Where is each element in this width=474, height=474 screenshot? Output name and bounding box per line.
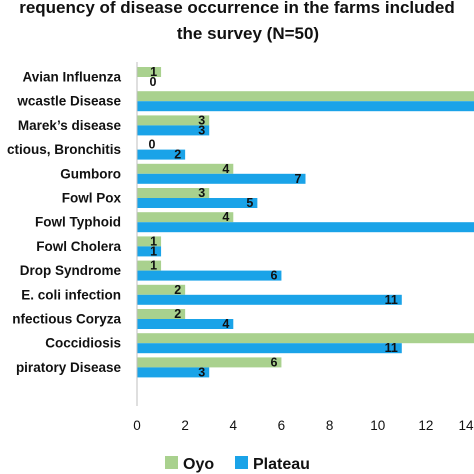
category-label: wcastle Disease (16, 94, 121, 109)
data-label-oyo: 4 (222, 210, 229, 224)
category-label: Avian Influenza (22, 70, 121, 85)
data-label-oyo: 3 (198, 186, 205, 200)
chart-title-line-1: requency of disease occurrence in the fa… (19, 0, 455, 17)
data-label-plateau: 11 (385, 341, 398, 355)
category-label: piratory Disease (16, 360, 122, 375)
data-label-oyo: 3 (198, 113, 205, 127)
bar-oyo (137, 212, 234, 223)
bar-plateau (137, 270, 282, 281)
legend-swatch-oyo (165, 456, 178, 469)
data-label-oyo: 2 (174, 283, 181, 297)
bar-plateau (137, 198, 258, 208)
x-tick-label: 2 (181, 418, 189, 433)
bar-oyo (137, 309, 186, 319)
bar-oyo (137, 163, 234, 174)
x-tick-label: 10 (370, 418, 385, 433)
bar-plateau (137, 125, 210, 136)
x-tick-label: 8 (326, 418, 334, 433)
bar-plateau (137, 294, 402, 305)
category-label: Fowl Pox (62, 191, 122, 206)
data-label-plateau: 0 (150, 75, 157, 89)
data-label-plateau: 5 (246, 196, 253, 210)
bar-oyo (137, 236, 162, 247)
data-label-plateau: 7 (295, 172, 302, 186)
bar-plateau (137, 173, 306, 184)
category-label: ctious, Bronchitis (7, 142, 121, 157)
data-label-oyo: 1 (150, 259, 157, 273)
x-tick-label: 4 (230, 418, 238, 433)
category-label: Fowl Cholera (36, 239, 121, 254)
data-label-plateau: 6 (270, 269, 277, 283)
category-label: Gumboro (60, 166, 121, 181)
bar-plateau (137, 101, 474, 112)
bar-plateau (137, 149, 186, 160)
legend: Oyo Plateau (165, 456, 310, 473)
data-label-oyo: 4 (222, 162, 229, 176)
data-label-oyo: 1 (150, 65, 157, 79)
bar-oyo (137, 284, 186, 295)
data-label-plateau: 11 (385, 293, 398, 307)
bar-oyo (137, 91, 474, 102)
bar-oyo (137, 188, 210, 198)
bar-oyo (137, 357, 282, 368)
data-label-plateau: 2 (174, 148, 181, 162)
bar-plateau (137, 319, 234, 329)
data-label-oyo: 1 (150, 234, 157, 248)
x-tick-label: 6 (278, 418, 286, 433)
category-label: Marek’s disease (18, 118, 122, 133)
data-label-plateau: 4 (222, 317, 229, 331)
category-label: nfectious Coryza (12, 312, 121, 327)
category-label: Coccidiosis (45, 336, 121, 351)
bar-plateau (137, 246, 162, 257)
x-tick-label: 14 (458, 418, 474, 433)
data-label-oyo: 6 (270, 355, 277, 369)
data-label-oyo: 2 (174, 307, 181, 321)
bar-oyo (137, 67, 162, 77)
bar-plateau (137, 367, 210, 378)
x-tick-label: 0 (133, 418, 141, 433)
data-label-plateau: 1 (150, 244, 157, 258)
legend-swatch-plateau (235, 456, 248, 469)
category-label: Fowl Typhoid (35, 215, 121, 230)
category-label: E. coli infection (21, 287, 121, 302)
bar-plateau (137, 343, 402, 354)
chart-title-line-2: the survey (N=50) (177, 24, 319, 43)
data-label-oyo: 0 (149, 138, 156, 152)
bar-plateau (137, 222, 474, 233)
legend-label-oyo: Oyo (183, 456, 214, 473)
data-label-plateau: 3 (198, 365, 205, 379)
bar-oyo (137, 115, 210, 126)
data-label-plateau: 3 (198, 123, 205, 137)
legend-label-plateau: Plateau (253, 456, 310, 473)
bar-oyo (137, 260, 162, 271)
x-tick-label: 12 (418, 418, 433, 433)
category-label: Drop Syndrome (20, 263, 122, 278)
bar-oyo (137, 333, 474, 344)
